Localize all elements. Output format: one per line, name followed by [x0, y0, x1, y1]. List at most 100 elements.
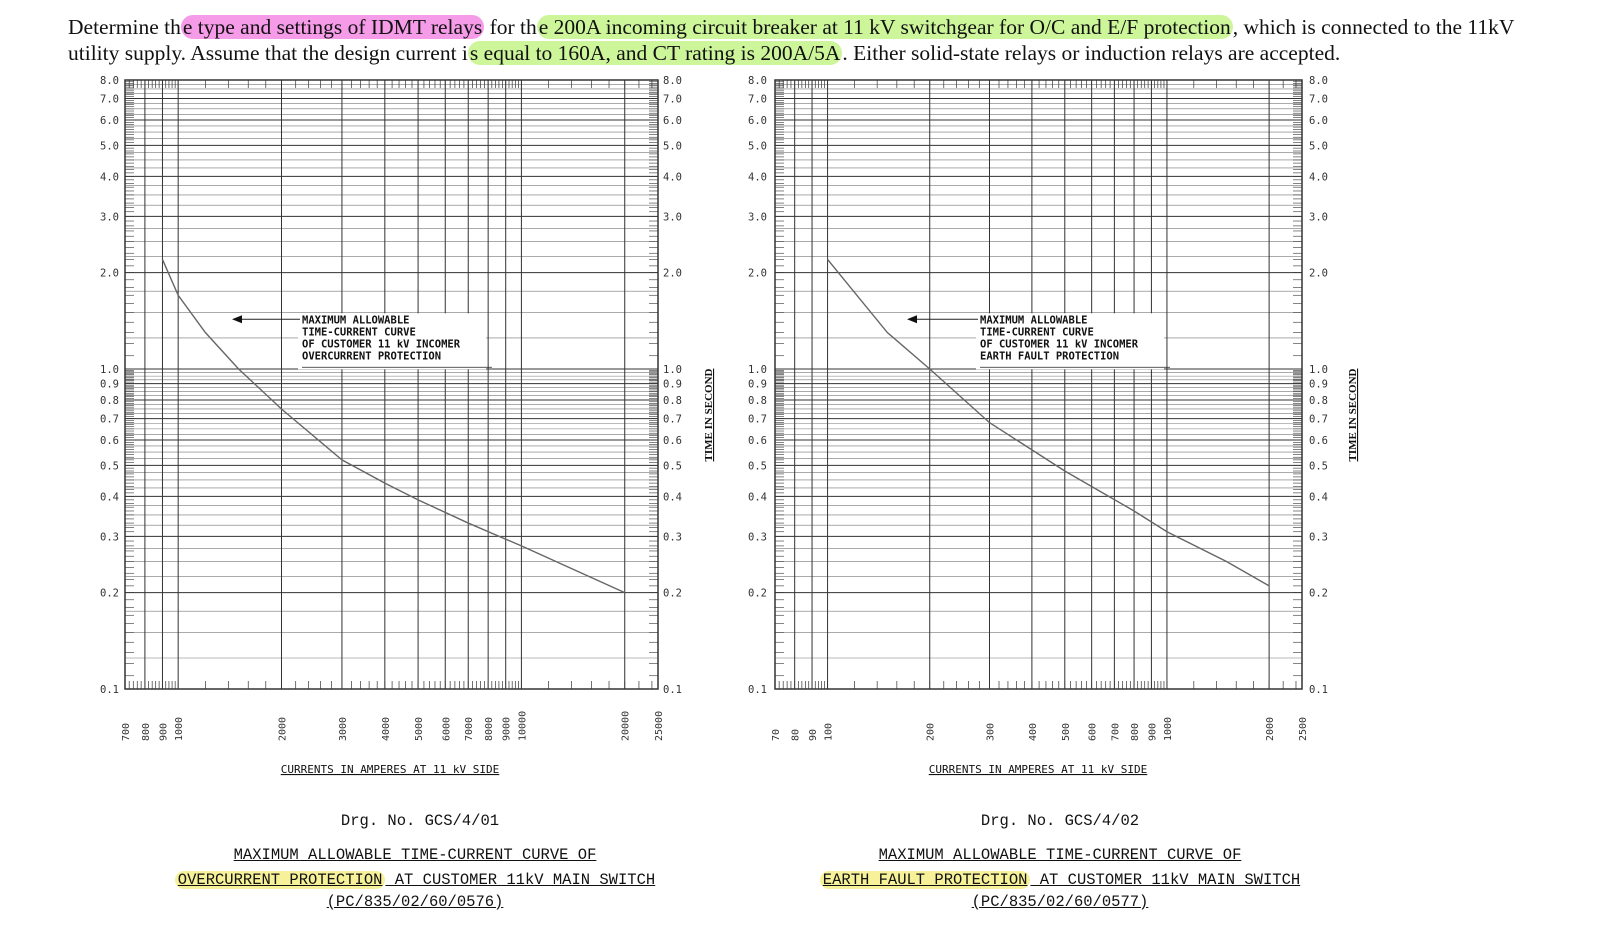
x-tick-label-0-12: 10000 [517, 711, 528, 741]
y-tick-label-left-1-12: 0.5 [748, 460, 767, 472]
caption-rest-ef: AT CUSTOMER 11kV MAIN SWITCH [1030, 871, 1301, 889]
y-tick-label-left-1-13: 0.4 [748, 491, 767, 503]
y-tick-label-left-0-10: 0.7 [100, 414, 119, 426]
x-tick-label-1-0: 70 [771, 729, 782, 741]
y-tick-label-left-1-2: 6.0 [748, 115, 767, 127]
annotation-arrow-icon-0 [232, 315, 242, 324]
x-tick-label-0-13: 20000 [621, 711, 632, 741]
annotation-background-1 [976, 313, 1164, 370]
y-tick-label-right-0-8: 0.9 [663, 379, 682, 391]
y-tick-label-right-0-3: 5.0 [663, 140, 682, 152]
y-tick-label-right-1-6: 2.0 [1309, 268, 1328, 280]
y-tick-label-left-0-11: 0.6 [100, 435, 119, 447]
x-tick-label-0-4: 2000 [277, 717, 288, 741]
y-tick-label-right-0-16: 0.1 [663, 684, 682, 696]
y-tick-label-left-1-3: 5.0 [748, 140, 767, 152]
y-tick-label-right-1-1: 7.0 [1309, 94, 1328, 106]
x-tick-label-1-9: 700 [1110, 723, 1121, 741]
y-tick-label-right-1-8: 0.9 [1309, 379, 1328, 391]
y-tick-label-right-1-12: 0.5 [1309, 460, 1328, 472]
x-tick-label-0-8: 6000 [441, 717, 452, 741]
x-tick-label-1-2: 90 [808, 729, 819, 741]
highlight-design-current: s equal to 160A, and CT rating is 200A/5… [467, 41, 843, 65]
y-tick-label-right-1-9: 0.8 [1309, 395, 1328, 407]
caption-ref-ef: (PC/835/02/60/0577) [971, 893, 1149, 911]
annotation-background-0 [298, 313, 486, 370]
caption-highlight-oc: OVERCURRENT PROTECTION [174, 871, 386, 889]
y-tick-label-left-0-1: 7.0 [100, 94, 119, 106]
y-tick-label-right-1-2: 6.0 [1309, 115, 1328, 127]
annotation-line-0-0: MAXIMUM ALLOWABLE [302, 314, 409, 326]
y-tick-label-right-1-10: 0.7 [1309, 414, 1328, 426]
drawing-number-oc: Drg. No. GCS/4/01 [340, 812, 500, 830]
y-tick-label-right-1-0: 8.0 [1309, 75, 1328, 87]
y-tick-label-right-0-9: 0.8 [663, 395, 682, 407]
caption-line1-oc: MAXIMUM ALLOWABLE TIME-CURRENT CURVE OF [135, 846, 695, 864]
x-tick-label-1-6: 400 [1028, 723, 1039, 741]
y-tick-label-left-1-14: 0.3 [748, 531, 767, 543]
question-text: Determine the type and settings of IDMT … [68, 14, 1568, 66]
x-tick-label-0-11: 9000 [502, 717, 513, 741]
y-tick-label-left-0-12: 0.5 [100, 460, 119, 472]
x-axis-label-1: CURRENTS IN AMPERES AT 11 kV SIDE [929, 763, 1148, 776]
caption-line2-oc: OVERCURRENT PROTECTION AT CUSTOMER 11kV … [135, 871, 695, 889]
caption-line3-oc: (PC/835/02/60/0576) [135, 893, 695, 911]
x-tick-label-0-1: 800 [141, 723, 152, 741]
y-tick-label-right-1-7: 1.0 [1309, 364, 1328, 376]
x-axis-label-0: CURRENTS IN AMPERES AT 11 kV SIDE [281, 763, 500, 776]
y-tick-label-right-0-12: 0.5 [663, 460, 682, 472]
x-tick-label-1-14: 2500 [1298, 717, 1309, 741]
x-tick-label-0-10: 8000 [484, 717, 495, 741]
y-tick-label-left-0-9: 0.8 [100, 395, 119, 407]
highlight-breaker: e 200A incoming circuit breaker at 11 kV… [536, 15, 1233, 39]
question-part-3: , which is connected to the 11kV utility… [68, 15, 1514, 65]
x-tick-label-0-5: 3000 [338, 717, 349, 741]
caption-text-ef: MAXIMUM ALLOWABLE TIME-CURRENT CURVE OF [878, 846, 1242, 864]
time-current-curve-1 [827, 258, 1270, 587]
caption-line3-ef: (PC/835/02/60/0577) [780, 893, 1340, 911]
x-tick-label-1-5: 300 [985, 723, 996, 741]
y-tick-label-right-1-15: 0.2 [1309, 588, 1328, 600]
question-part-2: for th [484, 15, 537, 39]
x-tick-label-0-3: 1000 [174, 717, 185, 741]
y-tick-label-right-1-11: 0.6 [1309, 435, 1328, 447]
y-tick-label-left-0-14: 0.3 [100, 531, 119, 543]
y-tick-label-left-0-13: 0.4 [100, 491, 119, 503]
y-tick-label-left-0-8: 0.9 [100, 379, 119, 391]
caption-line2-ef: EARTH FAULT PROTECTION AT CUSTOMER 11kV … [780, 871, 1340, 889]
y-tick-label-left-0-16: 0.1 [100, 684, 119, 696]
y-tick-label-left-1-5: 3.0 [748, 211, 767, 223]
x-tick-label-1-7: 500 [1061, 723, 1072, 741]
y-tick-label-left-1-0: 8.0 [748, 75, 767, 87]
y-tick-label-left-0-0: 8.0 [100, 75, 119, 87]
y-tick-label-left-1-9: 0.8 [748, 395, 767, 407]
y-tick-label-right-1-14: 0.3 [1309, 531, 1328, 543]
y-tick-label-right-0-0: 8.0 [663, 75, 682, 87]
annotation-line-1-0: MAXIMUM ALLOWABLE [980, 314, 1087, 326]
y-tick-label-right-0-14: 0.3 [663, 531, 682, 543]
x-tick-label-0-9: 7000 [464, 717, 475, 741]
y-tick-label-right-0-1: 7.0 [663, 94, 682, 106]
y-tick-label-left-1-8: 0.9 [748, 379, 767, 391]
y-tick-label-left-0-5: 3.0 [100, 211, 119, 223]
x-tick-label-1-10: 800 [1130, 723, 1141, 741]
annotation-line-1-3: EARTH FAULT PROTECTION [980, 350, 1119, 362]
caption-text-oc: MAXIMUM ALLOWABLE TIME-CURRENT CURVE OF [233, 846, 597, 864]
chart-frame-1 [774, 79, 1303, 690]
y-tick-label-left-0-2: 6.0 [100, 115, 119, 127]
y-tick-label-left-1-10: 0.7 [748, 414, 767, 426]
y-tick-label-left-0-7: 1.0 [100, 364, 119, 376]
annotation-line-1-1: TIME-CURRENT CURVE [980, 326, 1094, 338]
x-tick-label-0-2: 900 [158, 723, 169, 741]
caption-line1-ef: MAXIMUM ALLOWABLE TIME-CURRENT CURVE OF [780, 846, 1340, 864]
y-tick-label-left-0-4: 4.0 [100, 171, 119, 183]
y-tick-label-left-1-6: 2.0 [748, 268, 767, 280]
y-tick-label-left-0-6: 2.0 [100, 268, 119, 280]
y-tick-label-left-1-15: 0.2 [748, 588, 767, 600]
x-tick-label-1-12: 1000 [1163, 717, 1174, 741]
y-tick-label-right-1-3: 5.0 [1309, 140, 1328, 152]
y-tick-label-right-0-10: 0.7 [663, 414, 682, 426]
y-tick-label-left-1-16: 0.1 [748, 684, 767, 696]
x-tick-label-0-7: 5000 [414, 717, 425, 741]
x-tick-label-1-4: 200 [926, 723, 937, 741]
